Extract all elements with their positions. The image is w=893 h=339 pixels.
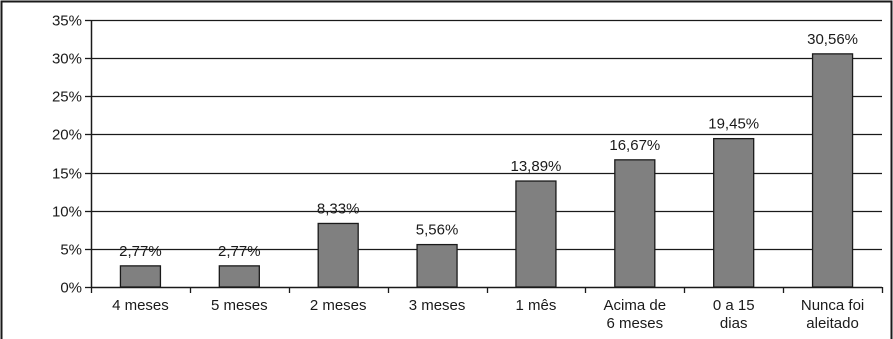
y-tick-label: 25% — [52, 89, 82, 106]
data-label: 2,77% — [218, 243, 261, 260]
y-tick-label: 15% — [52, 166, 82, 183]
category-label: Acima de — [604, 297, 667, 314]
y-tick-label: 20% — [52, 127, 82, 144]
y-tick-label: 30% — [52, 51, 82, 68]
bar — [416, 243, 458, 288]
bar — [614, 159, 656, 288]
bar — [811, 53, 854, 288]
data-label: 5,56% — [416, 222, 459, 239]
category-label: 4 meses — [112, 297, 169, 314]
data-labels: 2,77% 2,77% 8,33% 5,56% 13,89% 16,67% 19,45% 30… — [119, 31, 858, 260]
category-labels: 4 meses 5 meses 2 meses 3 meses 1 mês Acima d… — [112, 297, 864, 332]
data-label: 19,45% — [708, 116, 759, 133]
bar — [317, 222, 359, 288]
bar — [218, 265, 260, 288]
bar — [713, 137, 755, 288]
y-tick-label: 10% — [52, 204, 82, 221]
category-label: dias — [720, 315, 748, 332]
data-label: 13,89% — [511, 158, 562, 175]
category-label: 0 a 15 — [713, 297, 755, 314]
axes — [85, 19, 884, 293]
category-label: aleitado — [806, 315, 859, 332]
category-label: 6 meses — [606, 315, 663, 332]
category-label: 1 mês — [516, 297, 557, 314]
category-label: 2 meses — [310, 297, 367, 314]
data-label: 16,67% — [609, 137, 660, 154]
y-tick-labels: 0% 5% 10% 15% 20% 25% 30% 35% — [52, 13, 82, 297]
data-label: 8,33% — [317, 200, 360, 217]
y-tick-label: 35% — [52, 13, 82, 30]
data-label: 2,77% — [119, 243, 162, 260]
y-tick-label: 5% — [60, 242, 82, 259]
bar — [119, 265, 162, 288]
category-label: Nunca foi — [801, 297, 864, 314]
data-label: 30,56% — [807, 31, 858, 48]
gridlines — [91, 19, 882, 251]
bar — [515, 180, 557, 288]
category-label: 3 meses — [409, 297, 466, 314]
y-tick-label: 0% — [60, 280, 82, 297]
category-label: 5 meses — [211, 297, 268, 314]
